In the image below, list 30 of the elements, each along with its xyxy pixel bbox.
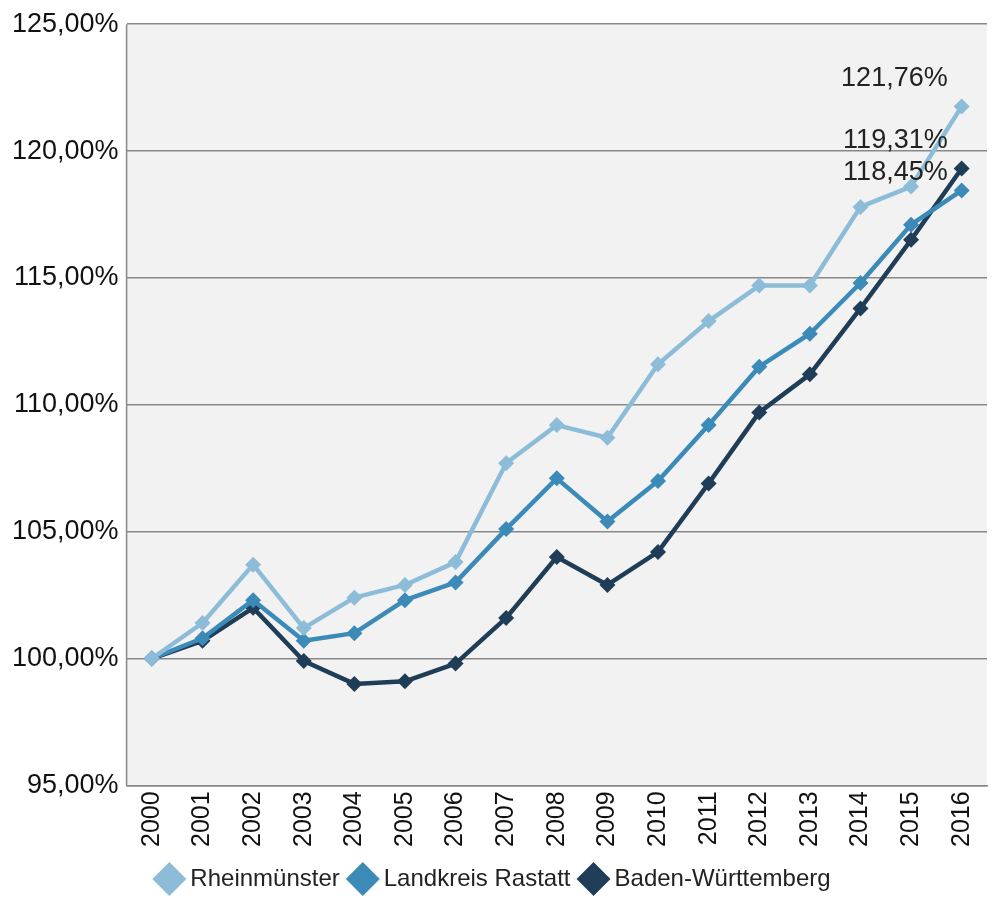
- x-tick-label: 2004: [338, 791, 367, 848]
- y-tick-label: 125,00%: [12, 7, 119, 38]
- y-tick-label: 100,00%: [12, 641, 119, 672]
- y-tick-label: 110,00%: [14, 388, 119, 419]
- x-tick-label: 2007: [490, 791, 519, 848]
- x-tick-label: 2010: [641, 791, 670, 848]
- x-tick-label: 2015: [894, 791, 923, 848]
- x-tick-label: 2011: [692, 791, 721, 846]
- x-tick-label: 2012: [743, 791, 772, 848]
- y-tick-label: 95,00%: [27, 768, 119, 799]
- data-label: 118,45%: [843, 156, 948, 187]
- y-tick-label: 115,00%: [14, 261, 119, 292]
- x-tick-label: 2009: [591, 791, 620, 848]
- x-tick-label: 2016: [945, 791, 974, 848]
- y-tick-label: 105,00%: [12, 515, 119, 546]
- x-tick-label: 2003: [287, 791, 316, 848]
- x-tick-label: 2001: [186, 791, 215, 848]
- legend-label: Landkreis Rastatt: [383, 863, 571, 891]
- y-tick-label: 120,00%: [12, 134, 119, 165]
- x-tick-label: 2006: [439, 791, 468, 848]
- legend-label: Rheinmünster: [190, 863, 340, 891]
- x-tick-label: 2005: [388, 791, 417, 848]
- x-tick-label: 2008: [540, 791, 569, 848]
- x-tick-label: 2000: [135, 791, 164, 848]
- data-label: 119,31%: [843, 124, 948, 155]
- x-tick-label: 2014: [844, 791, 873, 848]
- x-tick-label: 2002: [237, 791, 266, 848]
- data-label: 121,76%: [841, 61, 948, 92]
- x-tick-label: 2013: [793, 791, 822, 848]
- legend-label: Baden-Württemberg: [614, 863, 831, 891]
